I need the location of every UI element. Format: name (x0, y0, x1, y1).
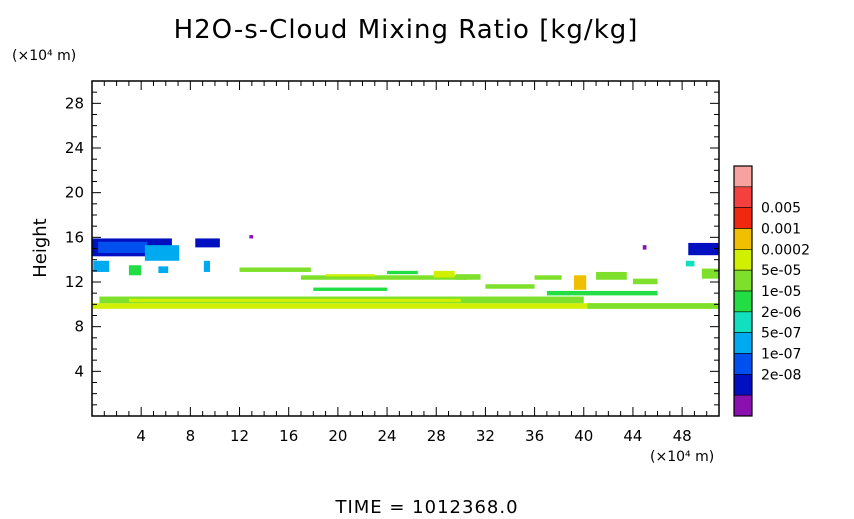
plot-region-0 (92, 303, 719, 309)
plot-region-6 (93, 260, 110, 272)
y-tick-label: 28 (65, 94, 84, 112)
colorbar-swatch (733, 165, 753, 188)
x-tick-label: 8 (186, 427, 196, 445)
plot-region-13 (301, 275, 467, 280)
y-unit-label: (×10⁴ m) (12, 48, 76, 64)
colorbar-swatch (733, 394, 753, 417)
colorbar-swatch (733, 290, 753, 313)
x-tick-label: 16 (279, 427, 298, 445)
y-tick-label: 16 (65, 228, 84, 246)
x-tick-label: 24 (378, 427, 397, 445)
plot-region-14 (325, 274, 375, 277)
colorbar-swatch (733, 228, 753, 250)
plot-region-12 (239, 267, 311, 272)
plot-region-16 (433, 270, 455, 278)
plot-region-26 (688, 242, 719, 256)
x-tick-label: 48 (673, 427, 692, 445)
plot-region-29 (587, 303, 719, 309)
y-tick-label: 24 (65, 139, 84, 157)
colorbar-label: 2e-06 (761, 305, 801, 321)
colorbar-label: 0.005 (761, 201, 801, 217)
y-tick-label: 20 (65, 184, 84, 202)
plot-region-15 (387, 270, 418, 275)
colorbar-swatch (733, 311, 753, 333)
colorbar-swatch (733, 332, 753, 354)
x-ticks: 4 8 12 16 20 24 28 32 36 40 44 48 (103, 81, 708, 445)
plot-region-11 (249, 235, 254, 239)
plot-region-8 (158, 266, 169, 274)
colorbar-label: 1e-07 (761, 347, 801, 363)
colorbar-swatch (733, 249, 753, 271)
x-tick-label: 40 (574, 427, 593, 445)
y-axis-label: Height (30, 218, 51, 278)
colorbar-label: 5e-07 (761, 326, 801, 342)
plot-region-21 (573, 275, 587, 290)
x-tick-label: 32 (476, 427, 495, 445)
plot-region-20 (534, 275, 562, 280)
colorbar-swatch (733, 353, 753, 375)
colorbar-swatch (733, 186, 753, 208)
colorbar-swatch (733, 374, 753, 396)
chart-title: H2O-s-Cloud Mixing Ratio [kg/kg] (174, 15, 639, 45)
plot-region-5 (144, 245, 180, 261)
y-tick-label: 12 (65, 273, 84, 291)
plot-region-25 (642, 245, 647, 250)
plot-regions (92, 235, 719, 309)
colorbar: 0.005 0.001 0.0002 5e-05 1e-05 2e-06 5e-07 1e-0… (733, 165, 810, 417)
colorbar-label: 1e-05 (761, 284, 801, 300)
x-unit-label: (×10⁴ m) (650, 449, 714, 465)
plot-region-28 (685, 260, 695, 267)
plot-region-27 (701, 268, 719, 279)
plot-region-2 (128, 298, 461, 303)
colorbar-label: 0.001 (761, 222, 801, 238)
colorbar-label: 5e-05 (761, 263, 801, 279)
plot-region-9 (195, 238, 220, 248)
y-ticks: 4 8 12 16 20 24 28 (65, 91, 719, 406)
plot-region-4 (98, 241, 148, 253)
colorbar-label: 2e-08 (761, 367, 801, 383)
x-tick-label: 12 (230, 427, 249, 445)
plot-region-18 (313, 287, 388, 291)
time-footer: TIME = 1012368.0 (334, 497, 518, 518)
plot-region-22 (596, 271, 627, 280)
x-tick-label: 20 (328, 427, 347, 445)
plot-region-19 (485, 284, 535, 289)
plot-region-24 (546, 290, 658, 296)
plot-region-7 (128, 265, 142, 276)
colorbar-swatch (733, 269, 753, 292)
x-tick-label: 44 (623, 427, 642, 445)
plot-frame (91, 80, 720, 417)
plot-region-17 (455, 274, 481, 280)
x-tick-label: 4 (136, 427, 146, 445)
colorbar-frame (733, 165, 753, 417)
colorbar-swatch (733, 207, 753, 229)
plot-region-23 (632, 278, 658, 285)
colorbar-label: 0.0002 (761, 242, 810, 258)
y-tick-label: 8 (74, 318, 84, 336)
x-tick-label: 36 (525, 427, 544, 445)
plot-region-10 (203, 260, 211, 272)
y-tick-label: 4 (74, 362, 84, 380)
x-tick-label: 28 (427, 427, 446, 445)
